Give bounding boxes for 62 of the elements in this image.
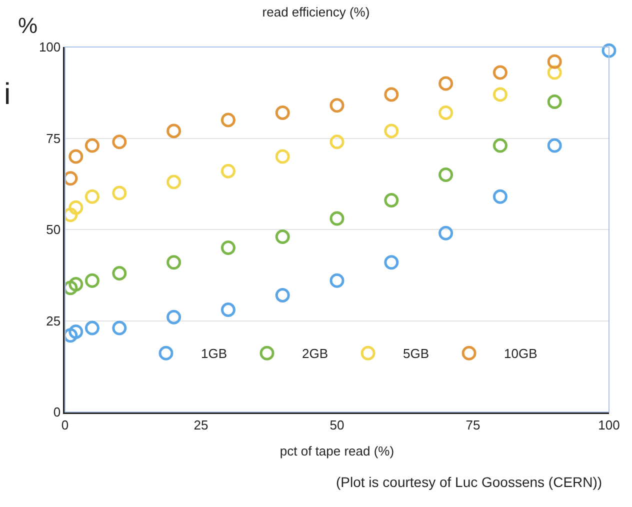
y-tick-label: 100 xyxy=(38,40,61,55)
point xyxy=(84,189,100,204)
x-tick-label: 100 xyxy=(598,417,620,432)
point xyxy=(166,174,182,190)
x-axis-title: pct of tape read (%) xyxy=(280,443,394,458)
point xyxy=(438,226,454,240)
point xyxy=(112,266,127,281)
y-tick-label: 0 xyxy=(53,404,61,420)
chart-title: read efficiency (%) xyxy=(262,4,370,20)
point xyxy=(220,164,236,178)
point xyxy=(68,200,84,215)
point xyxy=(166,255,182,270)
point xyxy=(68,324,84,339)
legend-label: 5GB xyxy=(403,346,430,362)
point xyxy=(384,255,399,270)
point xyxy=(438,76,454,91)
point xyxy=(112,320,127,336)
point xyxy=(275,288,290,302)
point xyxy=(330,211,344,226)
point xyxy=(275,230,290,244)
point xyxy=(220,302,236,318)
point xyxy=(492,138,508,153)
point xyxy=(384,124,399,138)
point xyxy=(275,105,290,120)
legend-label: 2GB xyxy=(302,346,328,362)
point xyxy=(220,240,236,255)
legend-label: 10GB xyxy=(504,346,538,362)
point xyxy=(68,277,84,292)
point xyxy=(547,54,562,69)
point xyxy=(492,65,508,80)
text: i xyxy=(4,78,11,111)
legend-label: 1GB xyxy=(201,346,228,362)
point xyxy=(438,168,454,182)
point xyxy=(330,98,344,113)
point xyxy=(112,134,127,150)
point xyxy=(492,189,508,204)
point xyxy=(166,310,182,324)
point xyxy=(68,149,84,164)
point xyxy=(330,273,344,288)
point xyxy=(220,112,236,128)
point xyxy=(84,320,100,336)
y-tick-label: 50 xyxy=(46,222,61,238)
point xyxy=(330,134,344,150)
point xyxy=(275,149,290,164)
x-tick-label: 25 xyxy=(194,417,208,432)
point xyxy=(547,138,562,153)
point xyxy=(384,87,399,102)
point xyxy=(166,124,182,138)
y-tick-label: 25 xyxy=(46,313,61,328)
y-tick-label: 75 xyxy=(46,130,61,146)
x-tick-label: 50 xyxy=(330,417,344,432)
point xyxy=(438,105,454,120)
point xyxy=(112,186,127,200)
point xyxy=(384,193,399,208)
text: (Plot is courtesy of Luc Goossens (CERN)) xyxy=(336,474,602,490)
point xyxy=(492,87,508,102)
x-tick-label: 75 xyxy=(466,417,480,432)
point xyxy=(547,94,562,109)
point xyxy=(84,273,100,288)
point xyxy=(602,43,616,58)
point xyxy=(84,138,100,153)
y-axis-title: % xyxy=(18,13,38,38)
